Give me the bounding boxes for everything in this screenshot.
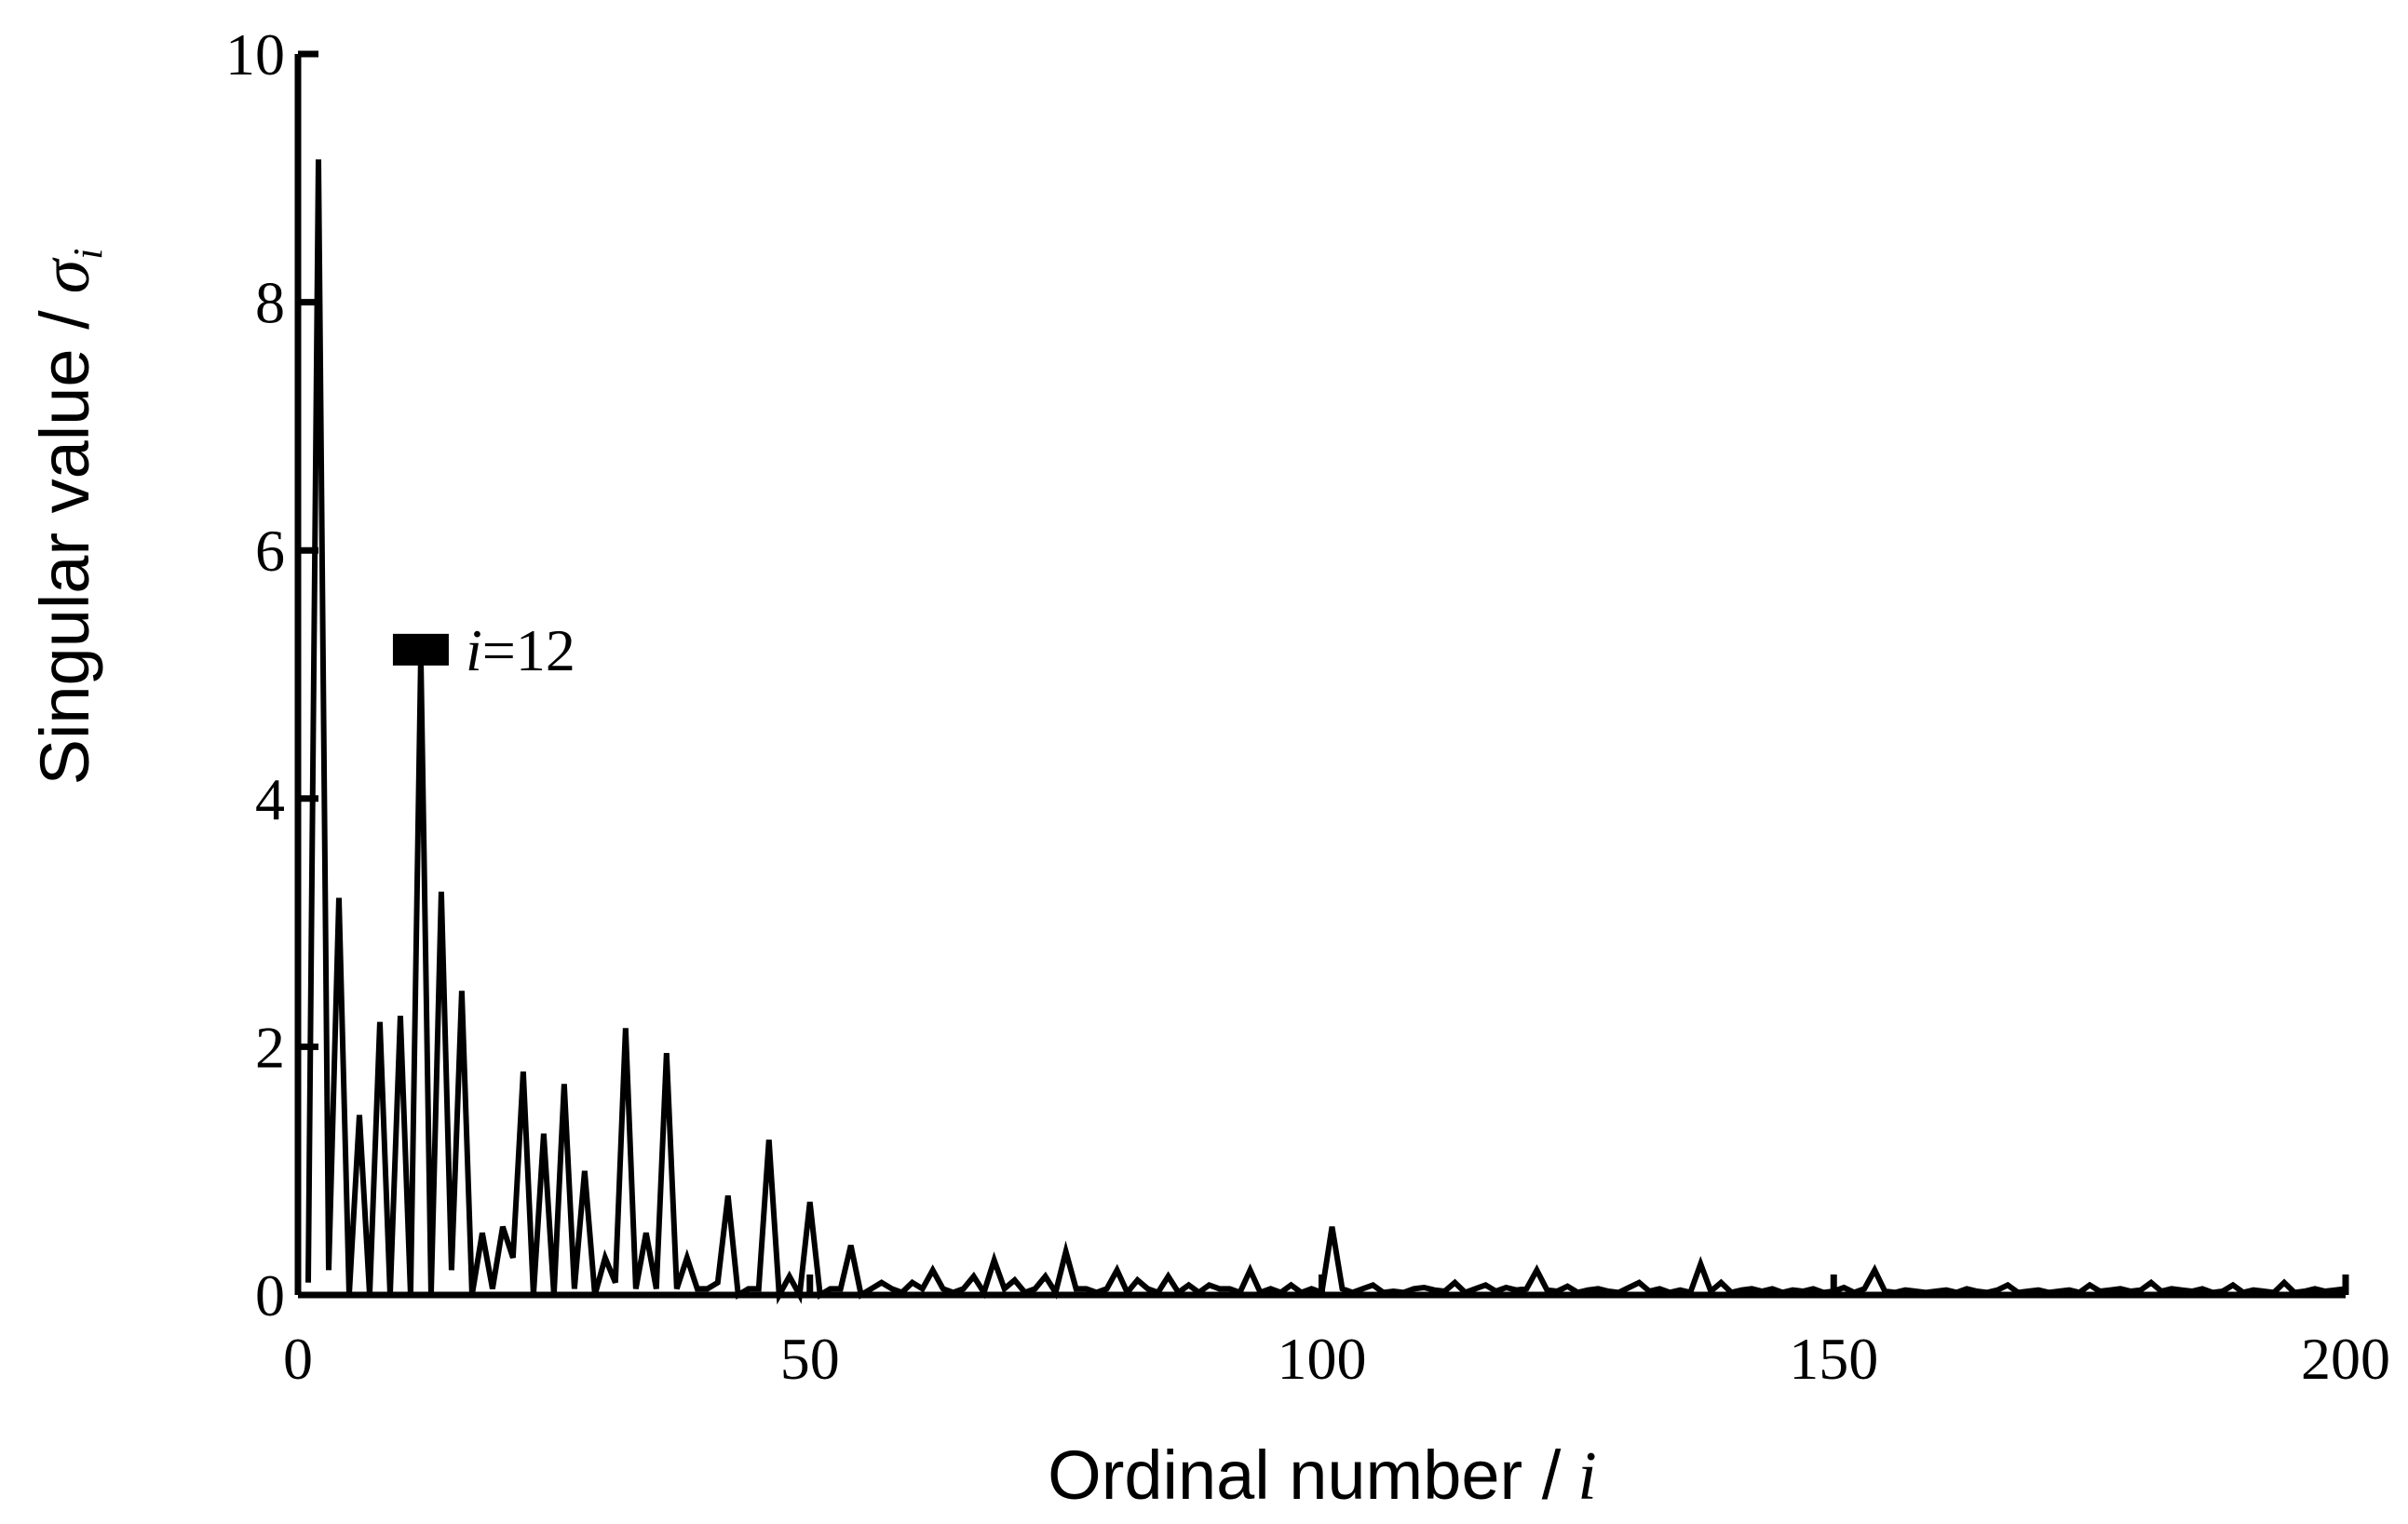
- annotation-marker: [392, 633, 449, 666]
- y-label-symbol: σ: [28, 257, 104, 293]
- y-tick-label: 8: [255, 270, 285, 336]
- y-axis-label: Singular value / σi: [26, 249, 111, 786]
- x-tick-label: 200: [2301, 1326, 2390, 1392]
- x-tick-label: 100: [1278, 1326, 1367, 1392]
- y-tick-label: 6: [255, 518, 285, 584]
- data-line: [305, 159, 2347, 1305]
- y-label-sub: i: [65, 249, 111, 260]
- y-tick-label: 10: [225, 21, 285, 88]
- y-tick-label: 2: [255, 1014, 285, 1080]
- x-tick-label: 0: [283, 1326, 313, 1392]
- x-tick-label: 150: [1789, 1326, 1878, 1392]
- y-tick-label: 0: [255, 1262, 285, 1328]
- x-axis-label: Ordinal number / i: [1048, 1436, 1597, 1515]
- annotation: i=12: [466, 617, 575, 683]
- y-label-text: Singular value /: [26, 310, 103, 786]
- annotation-text: =12: [482, 617, 575, 683]
- x-tick-label: 50: [780, 1326, 840, 1392]
- annotation-symbol: i: [466, 617, 482, 683]
- x-label-text: Ordinal number /: [1048, 1436, 1562, 1514]
- x-label-symbol: i: [1577, 1438, 1597, 1515]
- y-tick-label: 4: [255, 766, 285, 832]
